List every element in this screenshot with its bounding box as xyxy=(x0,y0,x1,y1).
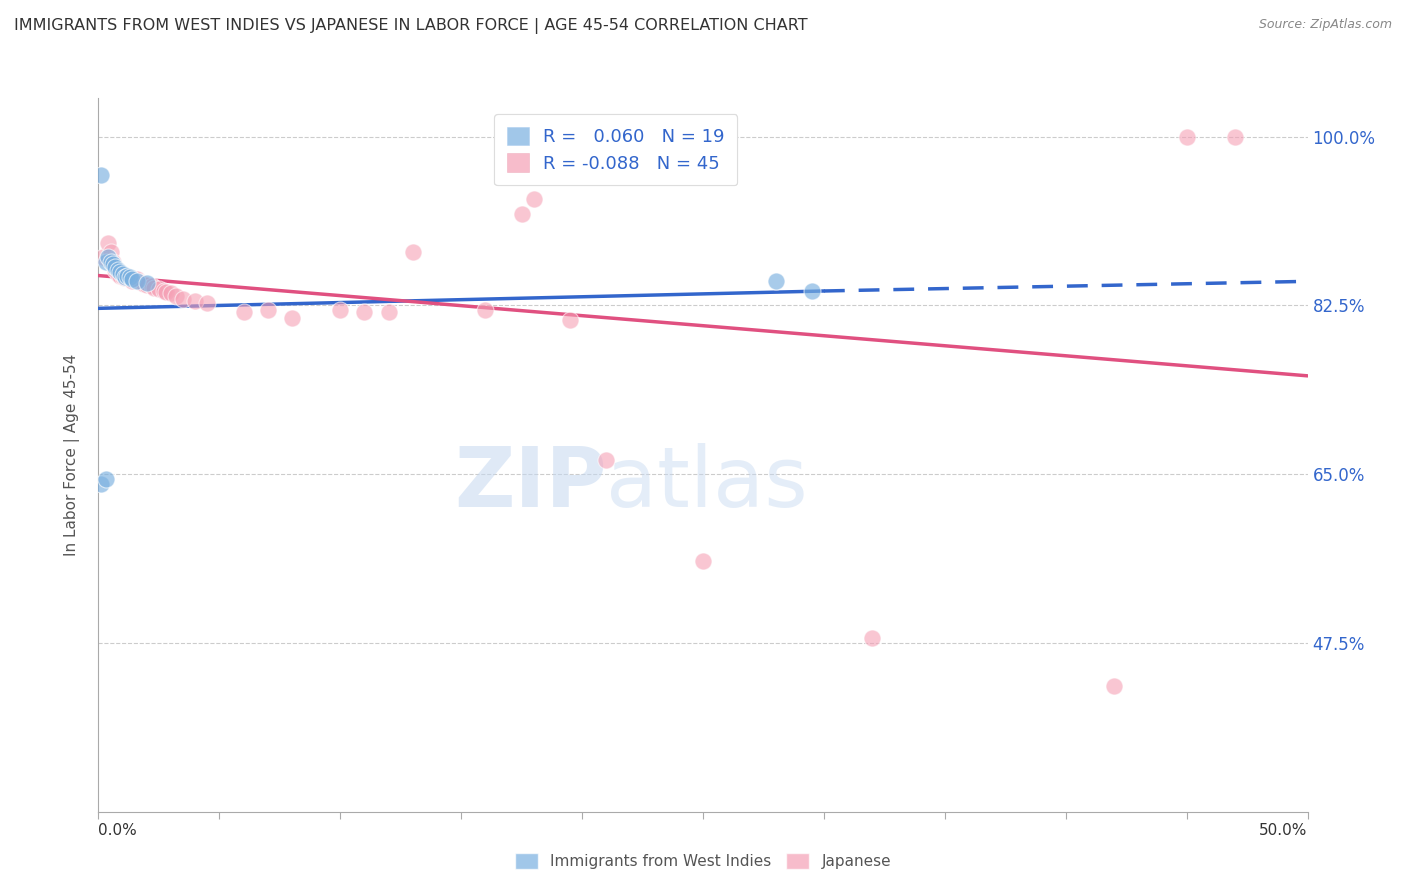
Point xyxy=(172,292,194,306)
Point xyxy=(148,282,170,296)
Legend: R =   0.060   N = 19, R = -0.088   N = 45: R = 0.060 N = 19, R = -0.088 N = 45 xyxy=(495,114,737,186)
Text: Source: ZipAtlas.com: Source: ZipAtlas.com xyxy=(1258,18,1392,31)
Text: IMMIGRANTS FROM WEST INDIES VS JAPANESE IN LABOR FORCE | AGE 45-54 CORRELATION C: IMMIGRANTS FROM WEST INDIES VS JAPANESE … xyxy=(14,18,807,34)
Point xyxy=(523,193,546,207)
Point xyxy=(474,303,496,318)
Point xyxy=(402,245,425,260)
Point xyxy=(111,267,134,281)
Point xyxy=(117,268,139,283)
Point xyxy=(128,275,150,289)
Text: 0.0%: 0.0% xyxy=(98,823,138,838)
Point xyxy=(765,274,787,288)
Point xyxy=(143,281,166,295)
Point xyxy=(595,452,617,467)
Point xyxy=(117,271,139,285)
Point xyxy=(121,272,143,286)
Point xyxy=(124,272,146,286)
Point xyxy=(1102,679,1125,693)
Point xyxy=(1175,129,1198,144)
Point xyxy=(256,303,278,318)
Point xyxy=(184,293,207,308)
Text: atlas: atlas xyxy=(606,443,808,524)
Point xyxy=(90,476,112,491)
Point xyxy=(97,235,120,250)
Point xyxy=(101,257,124,271)
Text: 50.0%: 50.0% xyxy=(1260,823,1308,838)
Point xyxy=(860,631,883,645)
Point xyxy=(94,255,117,269)
Point xyxy=(281,310,304,325)
Point xyxy=(107,262,129,277)
Point xyxy=(97,250,120,264)
Point xyxy=(692,554,714,568)
Point xyxy=(510,207,533,221)
Point xyxy=(135,277,157,291)
Point xyxy=(118,272,141,286)
Point xyxy=(232,305,254,319)
Point xyxy=(377,305,399,319)
Point xyxy=(107,267,129,281)
Point xyxy=(100,255,122,269)
Point xyxy=(114,269,136,284)
Point xyxy=(558,313,581,327)
Point xyxy=(91,250,114,264)
Point xyxy=(134,277,156,292)
Point xyxy=(118,269,141,284)
Point xyxy=(1223,129,1246,144)
Point xyxy=(800,284,823,298)
Point xyxy=(141,279,163,293)
Point xyxy=(108,265,131,279)
Point xyxy=(111,269,134,284)
Point xyxy=(152,284,174,298)
Point xyxy=(195,295,218,310)
Text: ZIP: ZIP xyxy=(454,443,606,524)
Y-axis label: In Labor Force | Age 45-54: In Labor Force | Age 45-54 xyxy=(63,354,80,556)
Point xyxy=(127,274,149,288)
Point xyxy=(353,305,375,319)
Point xyxy=(131,277,153,291)
Point xyxy=(104,260,127,274)
Point xyxy=(94,472,117,486)
Point xyxy=(121,274,143,288)
Point xyxy=(135,278,157,293)
Point xyxy=(101,255,124,269)
Point xyxy=(165,289,187,303)
Legend: Immigrants from West Indies, Japanese: Immigrants from West Indies, Japanese xyxy=(509,847,897,875)
Point xyxy=(155,285,177,299)
Point xyxy=(108,268,131,283)
Point xyxy=(90,168,112,182)
Point xyxy=(160,285,183,300)
Point xyxy=(114,271,136,285)
Point xyxy=(104,262,127,277)
Point xyxy=(127,272,149,286)
Point xyxy=(329,303,352,318)
Point xyxy=(100,245,122,260)
